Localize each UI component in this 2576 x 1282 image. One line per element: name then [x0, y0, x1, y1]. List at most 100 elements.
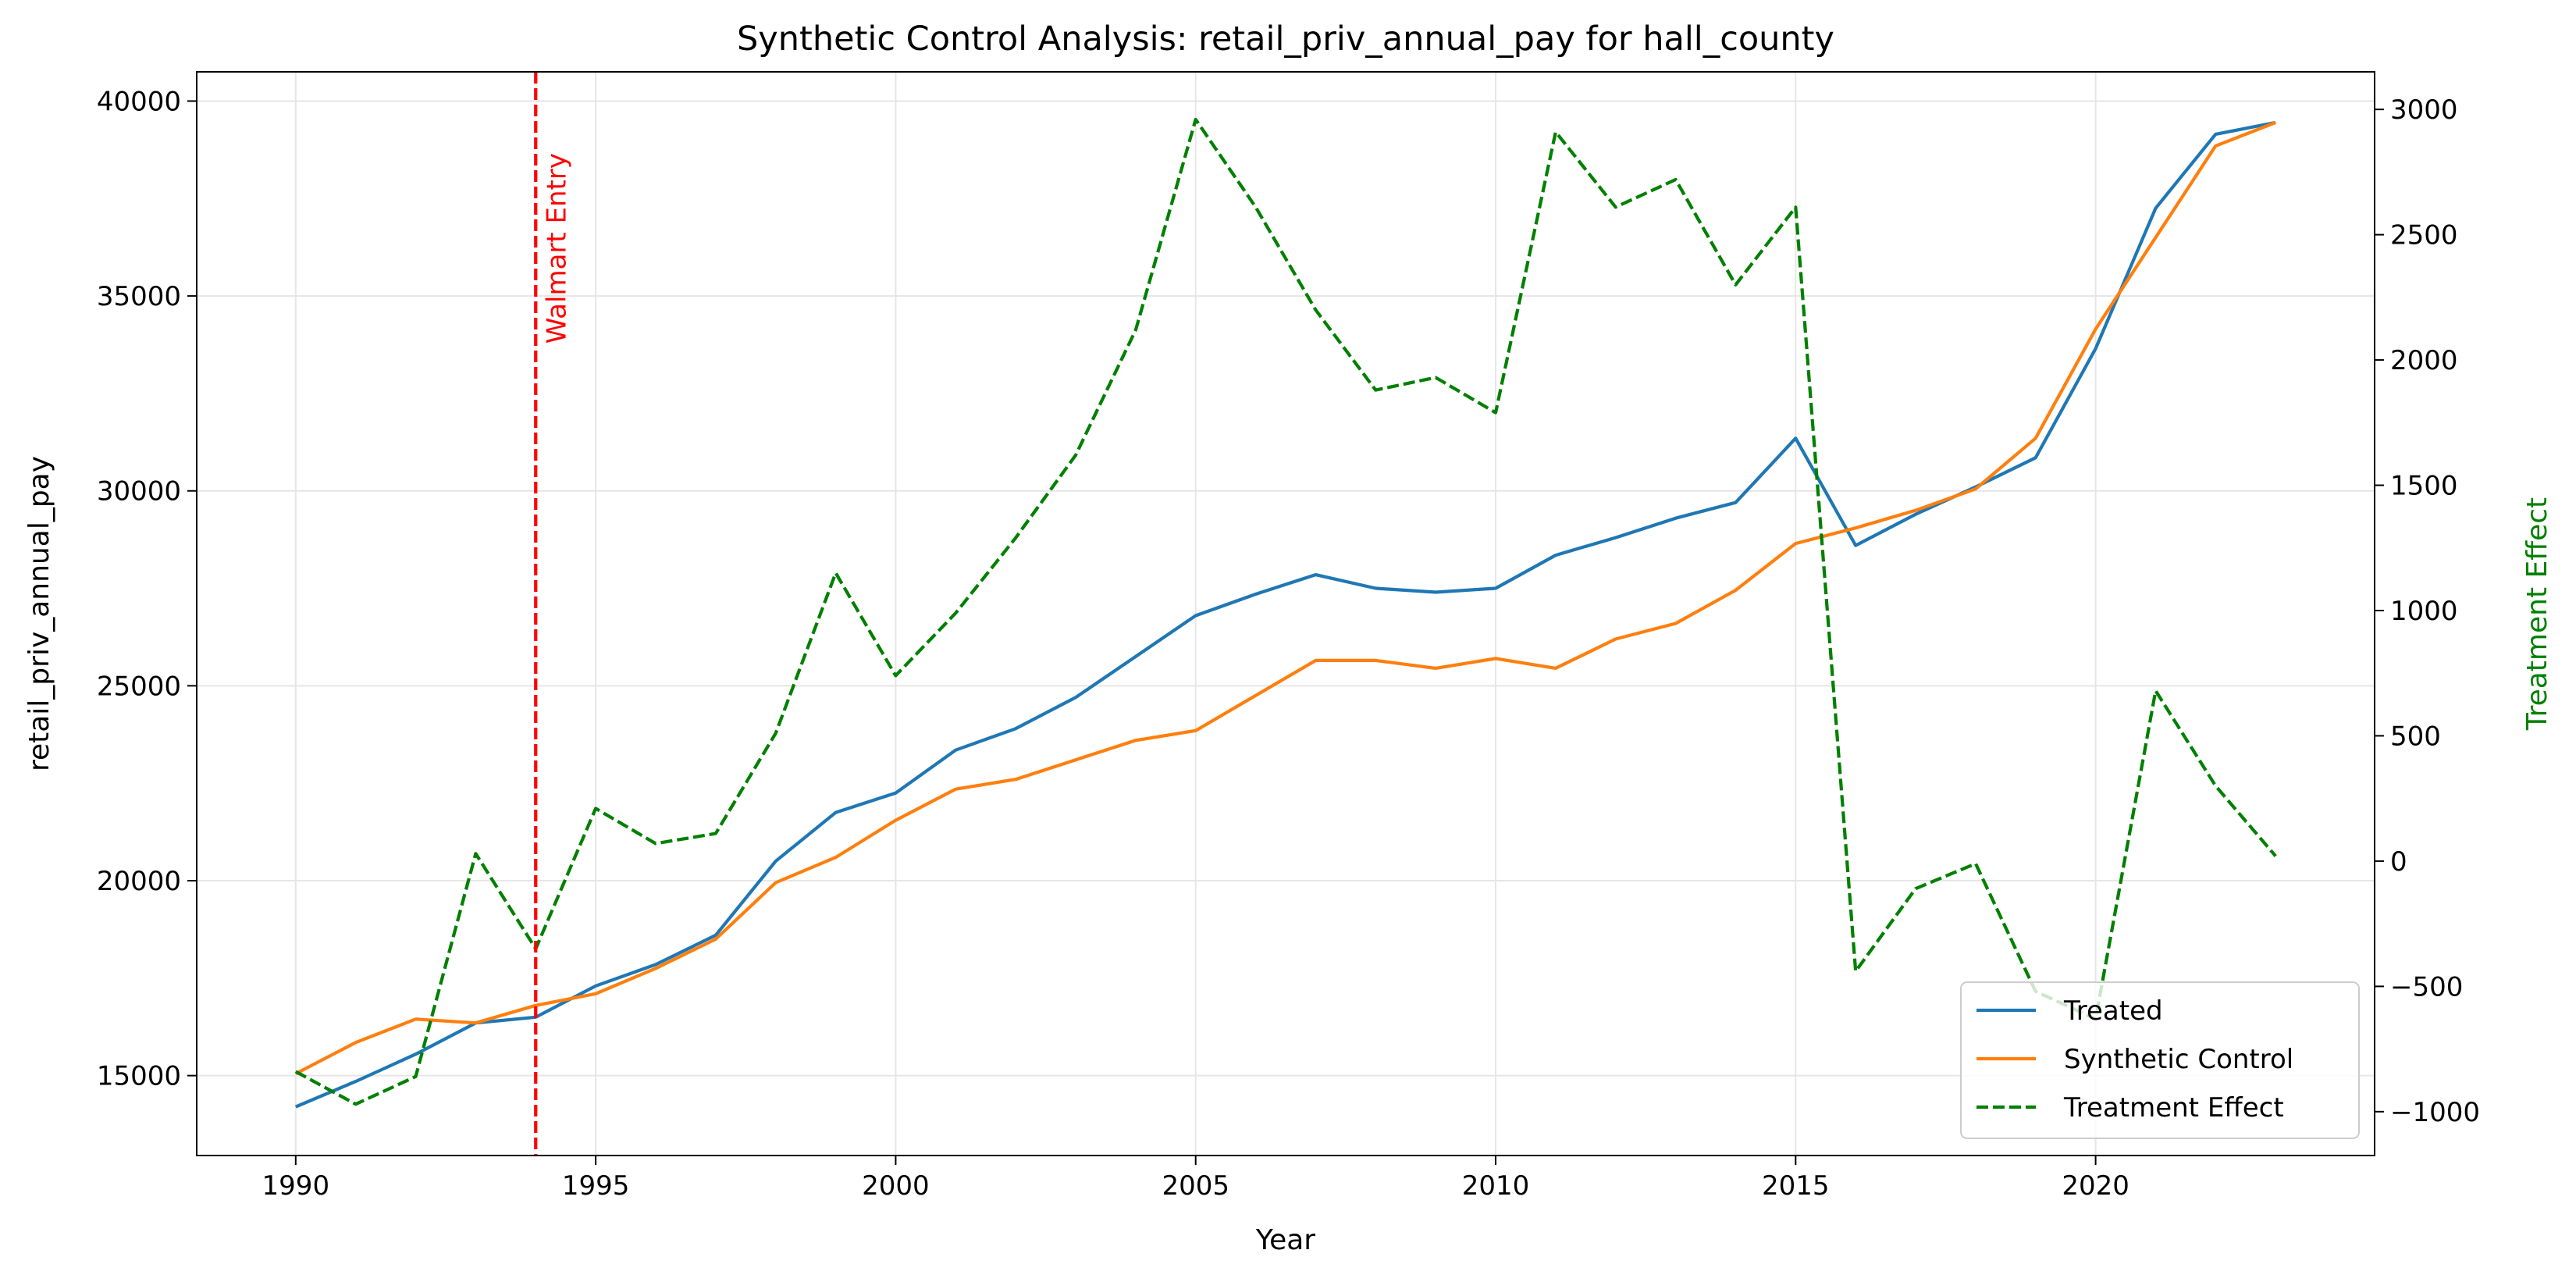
y2-tick-label: 2500 [2390, 220, 2458, 251]
data-point [714, 832, 717, 835]
y-tick-label: 25000 [97, 671, 181, 702]
data-point [1434, 591, 1437, 594]
data-point [2034, 456, 2037, 459]
data-point [594, 992, 597, 995]
y2-tick-label: 1500 [2390, 471, 2458, 502]
series-line-treated [294, 120, 2276, 1109]
x-tick-label: 1995 [562, 1170, 630, 1202]
data-point [594, 985, 597, 988]
data-point [1974, 862, 1977, 865]
data-point [1734, 589, 1737, 592]
data-point [1494, 411, 1497, 414]
legend-box [1960, 981, 2360, 1139]
data-point [1134, 739, 1137, 742]
x-axis-label: Year [1255, 1224, 1315, 1256]
data-point [1314, 308, 1317, 312]
series-line-treatment-effect [294, 117, 2277, 1106]
annotation-label: Walmart Entry [541, 153, 572, 344]
data-point [1794, 542, 1797, 545]
y2-axis-label: Treatment Effect [2521, 497, 2553, 731]
data-point [774, 881, 777, 885]
data-point [834, 856, 838, 859]
data-point [774, 860, 777, 863]
data-point [954, 611, 957, 614]
y2-tick-label: −1000 [2390, 1097, 2480, 1128]
data-point [1554, 554, 1557, 557]
data-point [474, 1021, 477, 1024]
x-tick-label: 2020 [2062, 1170, 2129, 1202]
data-point [354, 1041, 358, 1044]
data-point [1734, 501, 1737, 504]
y-axis-left: 15000 20000 25000 30000 35000 40000 [97, 86, 197, 1092]
data-point [1254, 593, 1258, 596]
data-point [1974, 487, 1977, 490]
data-point [1494, 657, 1497, 660]
y2-tick-label: 0 [2390, 846, 2407, 878]
data-point [1194, 118, 1197, 121]
data-point [1794, 205, 1797, 208]
data-point [294, 1106, 297, 1109]
data-point [1494, 587, 1497, 590]
data-point [1434, 376, 1437, 379]
data-point [1374, 389, 1377, 392]
y-tick-label: 15000 [97, 1061, 181, 1092]
data-point [2154, 689, 2157, 693]
data-point [2214, 785, 2217, 788]
y-tick-label: 40000 [97, 86, 181, 117]
data-point [1074, 758, 1077, 761]
data-point [1854, 544, 1857, 547]
data-point [1254, 205, 1258, 208]
data-point [1914, 887, 1917, 890]
plot-frame [196, 71, 2375, 1156]
data-point [1134, 655, 1137, 658]
data-point [354, 1102, 358, 1106]
data-point [1374, 587, 1377, 590]
legend: Treated Synthetic Control Treatment Effect [1960, 981, 2360, 1139]
data-point [654, 967, 657, 970]
data-point [1614, 536, 1617, 540]
y-tick-label: 35000 [97, 281, 181, 312]
data-point [415, 1017, 418, 1020]
x-tick-label: 2000 [862, 1170, 930, 1202]
annotation-layer: Walmart Entry [534, 72, 572, 1156]
x-tick-label: 2010 [1462, 1170, 1530, 1202]
data-point [1014, 536, 1017, 540]
chart-title: Synthetic Control Analysis: retail_priv_… [737, 20, 1834, 59]
data-point [1914, 509, 1917, 512]
data-point [2214, 133, 2217, 136]
data-point [2154, 236, 2157, 239]
y-tick-label: 30000 [97, 476, 181, 507]
data-point [1554, 130, 1557, 134]
data-point [1314, 573, 1317, 576]
data-point [1434, 667, 1437, 670]
x-tick-label: 1990 [262, 1170, 330, 1202]
data-point [1854, 526, 1857, 529]
grid [197, 72, 2375, 1156]
data-point [654, 963, 657, 966]
data-point [2214, 144, 2217, 148]
data-point [2154, 207, 2157, 210]
data-point [1314, 659, 1317, 662]
data-point [474, 852, 477, 855]
data-point [1674, 517, 1678, 520]
x-tick-label: 2005 [1162, 1170, 1229, 1202]
y2-tick-label: 1000 [2390, 596, 2458, 627]
data-point [2034, 436, 2037, 440]
y2-tick-label: 500 [2390, 721, 2441, 752]
data-point [1074, 454, 1077, 457]
data-point [2274, 854, 2277, 857]
series-line-synthetic-control [294, 120, 2276, 1076]
data-point [774, 732, 777, 735]
data-point [2274, 121, 2277, 124]
legend-label: Synthetic Control [2064, 1044, 2293, 1075]
data-point [415, 1052, 418, 1056]
data-point [1614, 637, 1617, 640]
data-point [594, 807, 597, 810]
y2-tick-label: 2000 [2390, 345, 2458, 376]
y-tick-label: 20000 [97, 866, 181, 897]
data-point [415, 1075, 418, 1078]
data-point [714, 938, 717, 941]
data-point [1554, 667, 1557, 670]
